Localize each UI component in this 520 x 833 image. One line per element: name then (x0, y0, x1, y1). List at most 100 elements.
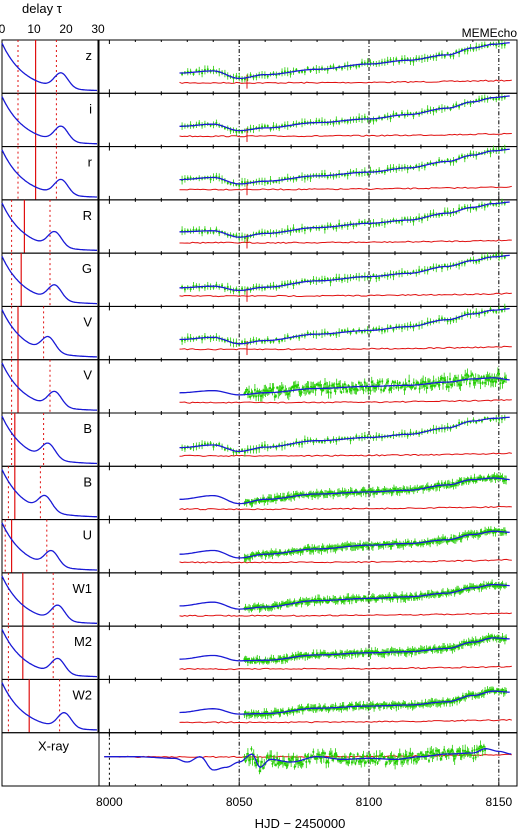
data-point (264, 287, 266, 290)
data-point (327, 708, 330, 711)
data-point (363, 221, 366, 224)
data-point (301, 655, 304, 658)
data-point (367, 389, 370, 392)
data-point (410, 652, 413, 654)
data-point (331, 706, 333, 708)
data-point (331, 384, 333, 387)
data-point (472, 379, 475, 381)
data-point (278, 603, 281, 606)
data-point (292, 386, 295, 388)
data-point (432, 56, 435, 59)
data-point (431, 487, 434, 489)
data-point (272, 125, 275, 128)
data-point (328, 491, 331, 493)
data-point (386, 381, 388, 384)
data-point (363, 116, 366, 119)
data-point (340, 652, 343, 654)
data-point (321, 492, 324, 494)
data-point (443, 427, 446, 430)
data-point (264, 444, 266, 447)
data-point (426, 485, 429, 488)
data-point (346, 544, 349, 547)
data-point (276, 495, 279, 498)
data-point (461, 377, 464, 380)
data-point (338, 707, 340, 710)
data-point (256, 713, 259, 716)
data-point (482, 693, 485, 696)
data-point (360, 545, 363, 548)
data-point (333, 654, 336, 657)
data-point (198, 70, 201, 72)
data-point (287, 392, 290, 395)
data-point (372, 490, 374, 492)
data-point (368, 543, 371, 546)
data-point (261, 231, 263, 234)
data-point (273, 496, 276, 499)
data-point (405, 705, 408, 707)
data-point (332, 494, 335, 497)
data-point (459, 479, 462, 482)
data-point (466, 373, 469, 376)
data-point (470, 585, 472, 588)
data-point (340, 708, 343, 710)
data-point (378, 434, 381, 437)
model-curve (179, 148, 510, 185)
data-point (245, 658, 248, 661)
data-point (479, 476, 482, 479)
data-point (394, 381, 397, 384)
data-point (363, 489, 366, 492)
data-point (458, 207, 461, 210)
data-point (503, 256, 506, 259)
data-point (301, 227, 303, 229)
data-point (375, 435, 378, 438)
x-tick-label: 8000 (96, 795, 123, 809)
data-point (452, 54, 455, 57)
data-point (494, 531, 497, 534)
data-point (309, 228, 312, 231)
data-point (463, 312, 466, 315)
data-point (263, 660, 266, 663)
data-point (312, 441, 315, 444)
data-point (446, 646, 449, 649)
data-point (312, 279, 315, 281)
data-point (422, 543, 425, 546)
data-point (218, 443, 221, 445)
data-point (381, 117, 383, 120)
data-point (412, 705, 415, 708)
data-point (349, 66, 352, 68)
data-point (349, 332, 352, 334)
data-point (501, 418, 503, 420)
data-point (321, 225, 323, 228)
data-point (318, 119, 321, 122)
data-point (455, 318, 458, 321)
data-point (450, 537, 453, 539)
data-point (268, 660, 270, 663)
data-point (452, 319, 455, 322)
data-point (404, 652, 407, 655)
data-point (289, 230, 292, 233)
data-point (252, 339, 255, 341)
data-point (432, 266, 435, 269)
data-point (333, 707, 336, 710)
model-curve (179, 477, 510, 505)
data-point (472, 207, 475, 210)
data-point (474, 639, 477, 642)
data-point (401, 432, 403, 435)
data-point (251, 502, 254, 504)
data-point (381, 652, 384, 655)
data-point (245, 714, 248, 717)
data-point (459, 384, 462, 387)
data-point (493, 691, 496, 694)
data-point (494, 584, 497, 587)
data-point (273, 759, 276, 762)
data-point (500, 378, 503, 381)
data-point (426, 162, 429, 165)
data-point (425, 648, 428, 651)
data-point (436, 541, 439, 543)
data-point (229, 129, 232, 132)
data-point (332, 175, 335, 178)
data-point (389, 435, 392, 438)
data-point (347, 596, 350, 599)
data-point (489, 308, 492, 311)
data-point (254, 714, 256, 717)
